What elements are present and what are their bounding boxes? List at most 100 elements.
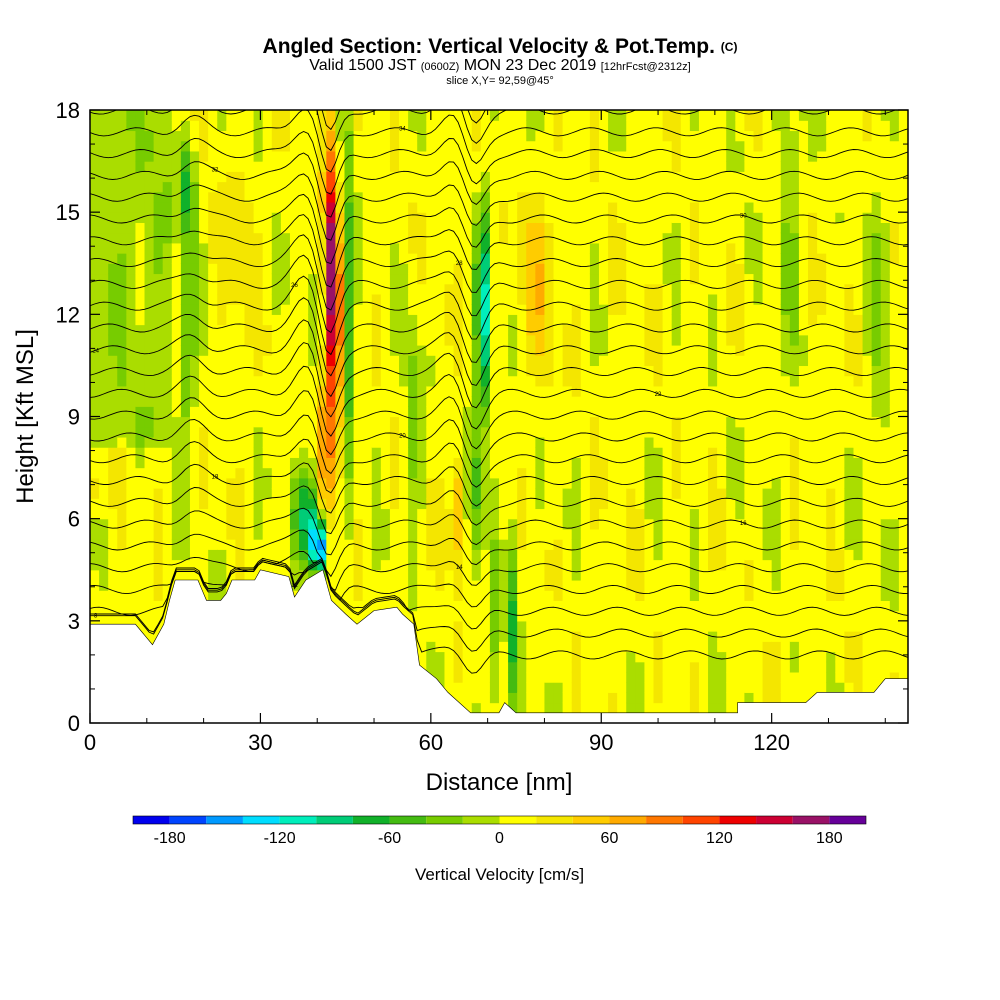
velocity-cell — [817, 201, 827, 213]
velocity-cell — [544, 682, 555, 693]
velocity-cell — [335, 150, 346, 162]
velocity-cell — [217, 181, 227, 193]
velocity-cell — [626, 212, 636, 223]
velocity-cell — [180, 140, 191, 152]
velocity-cell — [744, 661, 755, 673]
velocity-cell — [789, 590, 800, 601]
velocity-cell — [553, 692, 564, 704]
velocity-cell — [399, 396, 409, 407]
velocity-cell — [580, 110, 591, 121]
velocity-cell — [453, 293, 464, 305]
velocity-cell — [771, 590, 782, 601]
velocity-cell — [598, 559, 609, 571]
velocity-cell — [689, 702, 700, 714]
velocity-cell — [135, 590, 146, 601]
velocity-cell — [771, 242, 782, 254]
velocity-cell — [180, 508, 191, 520]
velocity-cell — [289, 498, 300, 510]
velocity-cell — [189, 242, 200, 254]
velocity-cell — [771, 304, 782, 315]
velocity-cell — [399, 436, 409, 448]
velocity-cell — [753, 304, 764, 315]
velocity-cell — [453, 559, 464, 571]
velocity-cell — [244, 488, 255, 499]
velocity-cell — [762, 273, 773, 285]
velocity-cell — [108, 344, 118, 356]
velocity-cell — [389, 263, 400, 275]
velocity-cell — [508, 671, 518, 683]
velocity-cell — [326, 263, 336, 275]
velocity-cell — [480, 641, 491, 653]
velocity-cell — [235, 263, 246, 275]
velocity-cell — [462, 661, 473, 673]
velocity-cell — [335, 477, 346, 489]
velocity-cell — [817, 263, 827, 275]
velocity-cell — [671, 549, 682, 561]
velocity-cell — [435, 416, 446, 428]
velocity-cell — [126, 396, 137, 407]
velocity-cell — [380, 355, 391, 367]
velocity-cell — [380, 488, 391, 499]
velocity-cell — [589, 171, 600, 183]
velocity-cell — [117, 150, 127, 162]
velocity-cell — [444, 120, 455, 132]
velocity-cell — [499, 110, 509, 121]
velocity-cell — [435, 488, 446, 499]
velocity-cell — [517, 436, 527, 448]
velocity-cell — [153, 181, 164, 193]
velocity-cell — [199, 569, 209, 581]
velocity-cell — [571, 253, 582, 264]
velocity-cell — [653, 661, 664, 673]
velocity-cell — [817, 508, 827, 520]
velocity-cell — [308, 539, 318, 550]
velocity-cell — [708, 385, 718, 397]
velocity-cell — [580, 702, 591, 714]
velocity-cell — [444, 232, 455, 244]
velocity-cell — [698, 242, 709, 254]
velocity-cell — [598, 631, 609, 642]
velocity-cell — [535, 130, 546, 142]
velocity-cell — [171, 314, 182, 326]
velocity-cell — [626, 539, 636, 550]
velocity-cell — [389, 140, 400, 152]
velocity-cell — [253, 344, 264, 356]
velocity-cell — [208, 528, 218, 540]
velocity-cell — [162, 222, 173, 234]
velocity-cell — [608, 110, 618, 121]
velocity-cell — [444, 273, 455, 285]
velocity-cell — [389, 569, 400, 581]
velocity-cell — [717, 488, 727, 499]
velocity-cell — [544, 661, 555, 673]
velocity-cell — [826, 140, 836, 152]
velocity-cell — [308, 232, 318, 244]
velocity-cell — [353, 212, 364, 223]
velocity-cell — [289, 426, 300, 438]
velocity-cell — [744, 610, 755, 622]
velocity-cell — [471, 477, 482, 489]
velocity-cell — [798, 467, 809, 479]
velocity-cell — [262, 365, 273, 377]
velocity-cell — [280, 436, 291, 448]
velocity-cell — [126, 375, 137, 387]
velocity-cell — [644, 171, 655, 183]
velocity-cell — [453, 671, 464, 683]
velocity-cell — [117, 467, 127, 479]
velocity-cell — [389, 559, 400, 571]
velocity-cell — [589, 671, 600, 683]
velocity-cell — [753, 477, 764, 489]
velocity-cell — [471, 590, 482, 601]
velocity-cell — [517, 201, 527, 213]
velocity-cell — [353, 344, 364, 356]
velocity-cell — [344, 579, 355, 591]
velocity-cell — [598, 620, 609, 632]
velocity-cell — [544, 436, 555, 448]
velocity-cell — [717, 610, 727, 622]
velocity-cell — [617, 559, 627, 571]
velocity-cell — [380, 375, 391, 387]
velocity-cell — [289, 293, 300, 305]
velocity-cell — [726, 682, 736, 693]
velocity-cell — [544, 477, 555, 489]
velocity-cell — [608, 304, 618, 315]
velocity-cell — [262, 201, 273, 213]
velocity-cell — [389, 549, 400, 561]
